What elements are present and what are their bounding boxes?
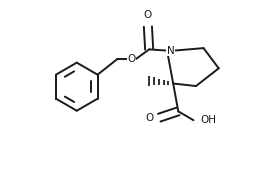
Text: N: N — [167, 46, 174, 56]
Text: O: O — [127, 54, 136, 65]
Text: O: O — [146, 113, 154, 123]
Text: OH: OH — [200, 115, 216, 125]
Text: O: O — [144, 9, 152, 20]
